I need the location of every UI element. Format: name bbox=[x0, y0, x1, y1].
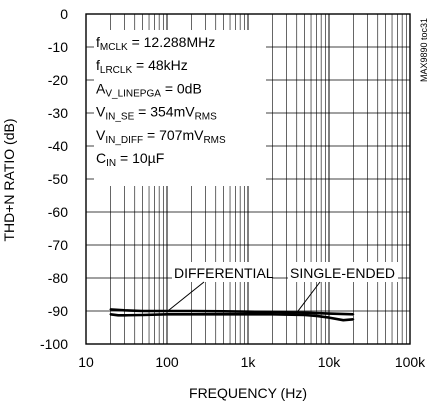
y-tick-label: -50 bbox=[48, 171, 68, 187]
data-point bbox=[109, 308, 112, 311]
series-layer bbox=[109, 308, 355, 322]
condition-line: fMCLK = 12.288MHz bbox=[96, 34, 215, 53]
data-point bbox=[247, 313, 249, 316]
annotation-arrow bbox=[166, 281, 205, 313]
data-point bbox=[190, 313, 193, 316]
data-point bbox=[109, 313, 112, 316]
data-point bbox=[141, 314, 144, 316]
y-tick-label: -70 bbox=[48, 237, 68, 253]
x-tick-label: 10k bbox=[318, 354, 342, 370]
y-tick-label: -40 bbox=[48, 138, 68, 154]
data-point bbox=[123, 309, 126, 312]
annotations: DIFFERENTIAL SINGLE-ENDED bbox=[166, 262, 398, 313]
y-tick-label: -100 bbox=[40, 336, 68, 352]
y-tick-label: -20 bbox=[48, 72, 68, 88]
data-point bbox=[247, 310, 249, 313]
annotation-bg bbox=[172, 262, 272, 282]
data-point bbox=[328, 316, 330, 319]
data-point bbox=[271, 313, 274, 316]
data-point bbox=[222, 313, 225, 316]
annotation-single-ended: SINGLE-ENDED bbox=[290, 265, 395, 281]
conditions-background bbox=[94, 30, 266, 186]
y-tick-label: -80 bbox=[48, 270, 68, 286]
condition-line: fLRCLK = 48kHz bbox=[96, 57, 188, 76]
plot-frame bbox=[85, 13, 411, 345]
x-tick-label: 1k bbox=[241, 354, 257, 370]
data-point bbox=[141, 310, 144, 312]
data-point bbox=[352, 313, 355, 316]
y-axis-label: THD+N RATIO (dB) bbox=[1, 118, 17, 241]
data-point bbox=[123, 314, 126, 317]
figure-code: MAX9890 toc31 bbox=[419, 18, 429, 82]
y-tick-label: -90 bbox=[48, 303, 68, 319]
condition-line: VIN_SE = 354mVRMS bbox=[96, 104, 217, 123]
data-point bbox=[342, 319, 345, 322]
condition-line: AV_LINEPGA = 0dB bbox=[96, 80, 202, 99]
x-axis-label: FREQUENCY (Hz) bbox=[189, 385, 307, 401]
x-tick-label: 100 bbox=[155, 354, 179, 370]
data-point bbox=[190, 310, 193, 312]
condition-line: VIN_DIFF = 707mVRMS bbox=[96, 127, 226, 146]
conditions-box: fMCLK = 12.288MHz fLRCLK = 48kHz AV_LINEPG… bbox=[94, 30, 266, 186]
y-tick-label: -10 bbox=[48, 39, 68, 55]
condition-line: CIN = 10µF bbox=[96, 150, 164, 169]
data-point bbox=[166, 313, 168, 316]
data-point bbox=[271, 311, 274, 313]
series-line-single-ended bbox=[110, 312, 354, 322]
data-point bbox=[117, 314, 120, 317]
y-tick-label: -30 bbox=[48, 105, 68, 121]
tick-labels: 0 -10 -20 -30 -40 -50 -60 -70 -80 -90 -100 10 100 1k 1… bbox=[40, 6, 426, 370]
data-point bbox=[222, 310, 225, 313]
data-point bbox=[328, 312, 330, 315]
annotation-arrow bbox=[296, 281, 321, 313]
data-point bbox=[352, 318, 355, 321]
data-point bbox=[315, 315, 318, 317]
x-tick-label: 10 bbox=[78, 354, 94, 370]
data-point bbox=[303, 311, 306, 314]
data-point bbox=[303, 314, 306, 316]
x-tick-label: 100k bbox=[395, 354, 426, 370]
y-tick-label: 0 bbox=[60, 6, 68, 22]
y-tick-label: -60 bbox=[48, 204, 68, 220]
annotation-bg bbox=[288, 262, 398, 282]
annotation-differential: DIFFERENTIAL bbox=[174, 265, 274, 281]
